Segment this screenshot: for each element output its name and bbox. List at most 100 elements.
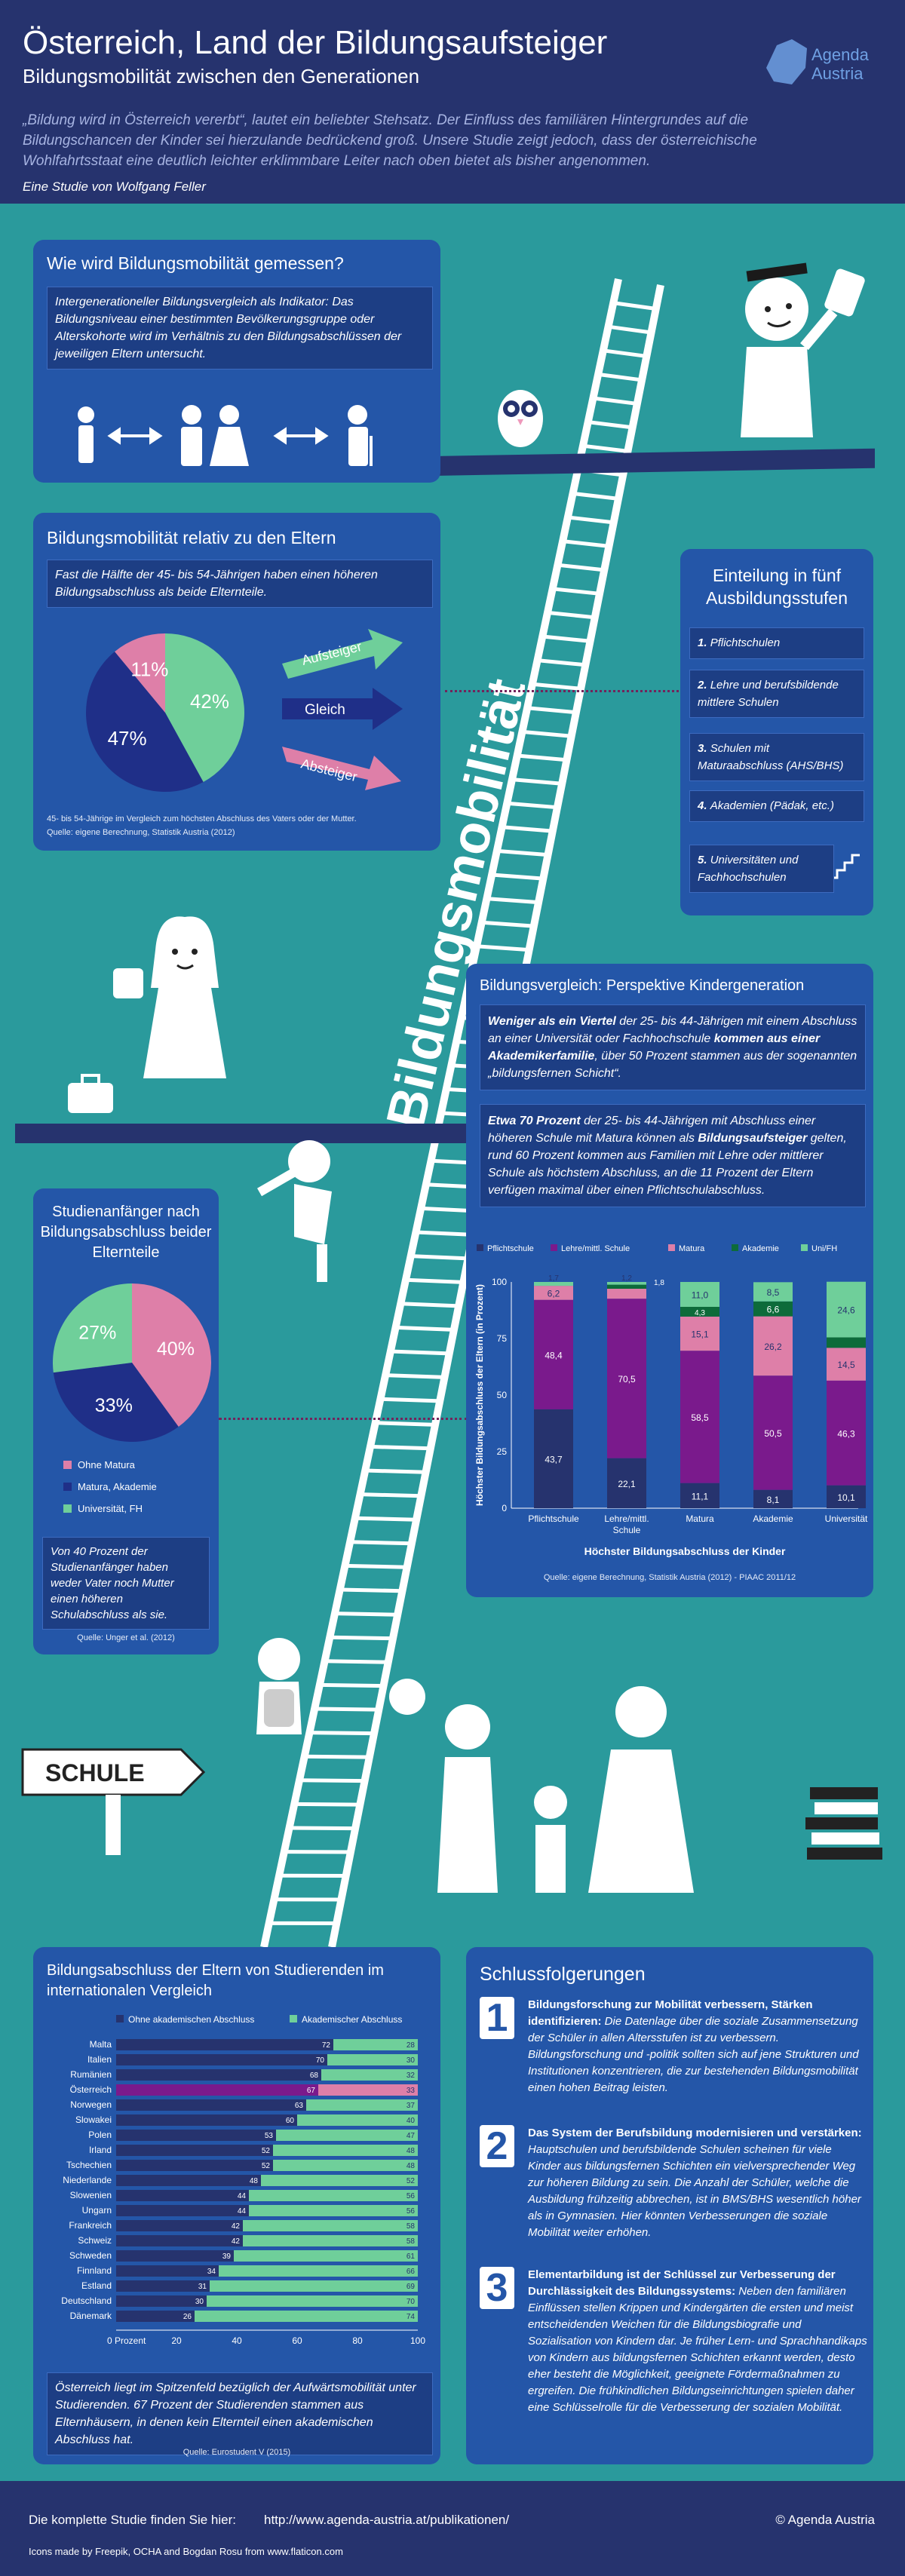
ladder-rung	[390, 1349, 449, 1356]
x-tick-label: 20	[171, 2335, 182, 2346]
bar-value-label: 44	[238, 2207, 247, 2216]
kinder-p2-b: gelten, rund 60 Prozent kommen aus Famil…	[488, 1132, 847, 1197]
conclusion-heading: Das System der Berufsbildung modernisier…	[528, 2127, 862, 2139]
agenda-austria-logo: Agenda Austria	[762, 23, 875, 98]
level-label: Akademien (Pädak, etc.)	[710, 799, 834, 812]
bar-segment-ohne	[116, 2175, 261, 2186]
conclusion-text: Neben den familiären Einflüssen stellen …	[528, 2285, 867, 2414]
bar-segment-ohne	[116, 2084, 318, 2096]
bar-value-label: 72	[322, 2041, 331, 2050]
bar-segment-ohne	[116, 2039, 333, 2050]
bar-segment	[607, 1299, 646, 1458]
ladder-rung	[603, 348, 647, 358]
footer-link[interactable]: http://www.agenda-austria.at/publikation…	[264, 2513, 510, 2527]
bar-segment-akademisch	[243, 2235, 418, 2246]
relative-text: Fast die Hälfte der 45- bis 54-Jährigen …	[47, 560, 433, 608]
footer-icon-credits: Icons made by Freepik, OCHA and Bogdan R…	[29, 2546, 343, 2557]
ladder-rung	[289, 1826, 356, 1831]
pie-slice-matura-akademie	[53, 1363, 179, 1442]
ladder-rung	[354, 1516, 417, 1522]
legend-label: Akademischer Abschluss	[302, 2014, 402, 2025]
page-subtitle: Bildungsmobilität zwischen den Generatio…	[23, 65, 420, 87]
bar-value-label: 24,6	[837, 1305, 855, 1316]
legend-swatch	[801, 1244, 808, 1251]
bar-value-label: 11,0	[692, 1290, 709, 1301]
bar-segment	[827, 1348, 866, 1381]
country-label: Rumänien	[70, 2069, 112, 2080]
legend-swatch	[551, 1244, 557, 1251]
ladder-rung	[612, 301, 657, 311]
intro-text: „Bildung wird in Österreich vererbt“, la…	[23, 112, 757, 169]
bar-segment-akademisch	[249, 2190, 418, 2201]
footer-study-label: Die komplette Studie finden Sie hier:	[29, 2513, 236, 2527]
ladder-rung	[299, 1778, 365, 1783]
bar-segment	[607, 1458, 646, 1508]
bar-value-label: 28	[406, 2041, 416, 2050]
x-tick-label: 60	[292, 2335, 302, 2346]
stairs-icon	[830, 854, 860, 879]
bar-value-label: 39	[222, 2252, 232, 2261]
bar-value-label: 44	[238, 2192, 247, 2200]
legend-label: Ohne Matura	[78, 1459, 135, 1470]
bar-value-label: 43,7	[545, 1454, 563, 1464]
bar-value-label: 52	[406, 2177, 416, 2185]
bar-value-label: 74	[406, 2313, 416, 2321]
legend-swatch	[63, 1483, 72, 1491]
bar-value-label: 48,4	[545, 1350, 563, 1360]
level-item-1: 1. Pflichtschulen	[689, 627, 864, 659]
bar-value-label: 14,5	[837, 1360, 855, 1370]
bar-segment-akademisch	[327, 2054, 418, 2065]
graduate-figure-icon	[741, 262, 865, 437]
y-tick-label: 50	[497, 1390, 508, 1400]
bar-segment-ohne	[116, 2220, 243, 2231]
x-tick-label: Lehre/mittl.	[604, 1513, 649, 1524]
ladder-rung	[309, 1731, 375, 1736]
bar-value-label: 40	[406, 2117, 416, 2125]
legend-label: Matura	[679, 1244, 705, 1253]
conclusion-number: 1	[480, 1997, 514, 2039]
measure-text: Intergenerationeller Bildungsvergleich a…	[47, 287, 433, 370]
y-tick-label: 25	[497, 1446, 508, 1457]
legend-label: Akademie	[742, 1244, 779, 1253]
legend-label: Matura, Akademie	[78, 1481, 157, 1492]
ladder-rung	[491, 872, 544, 881]
bar-value-label: 33	[406, 2087, 416, 2095]
bar-value-label: 56	[406, 2207, 416, 2216]
legend-swatch	[732, 1244, 738, 1251]
school-sign-icon: SCHULE	[21, 1748, 206, 1855]
y-tick-label: 100	[492, 1277, 507, 1287]
bar-value-label: 22,1	[618, 1479, 636, 1489]
country-label: Niederlande	[63, 2175, 112, 2185]
bar-segment-akademisch	[306, 2099, 418, 2111]
ladder-rung	[517, 753, 567, 762]
x-tick-label: Akademie	[753, 1513, 793, 1524]
bar-value-label: 63	[295, 2102, 304, 2110]
bar-value-label: 48	[250, 2177, 259, 2185]
bar-value-label: 52	[262, 2162, 271, 2170]
ladder-rung	[481, 920, 535, 928]
bar-segment-akademisch	[195, 2311, 418, 2322]
pie-slice-gleich	[85, 652, 204, 792]
pie-slice-ohne-matura	[132, 1283, 211, 1427]
studi-box: Studienanfänger nach Bildungsabschluss b…	[33, 1188, 219, 1654]
ladder-rung	[405, 1277, 464, 1284]
country-label: Frankreich	[69, 2220, 112, 2231]
legend-swatch	[116, 2015, 124, 2022]
levels-title: Einteilung in fünf Ausbildungsstufen	[706, 566, 848, 608]
bar-segment	[680, 1483, 719, 1508]
level-item-3: 3. Schulen mit Maturaabschluss (AHS/BHS)	[689, 733, 864, 781]
ladder-rung	[294, 1802, 360, 1807]
bar-segment	[680, 1307, 719, 1317]
ladder-rung	[522, 729, 572, 738]
bar-value-label: 1,2	[621, 1274, 632, 1283]
legend-swatch	[477, 1244, 483, 1251]
bar-segment-ohne	[116, 2250, 234, 2262]
ladder-rung	[400, 1302, 459, 1308]
bar-segment-akademisch	[273, 2145, 418, 2156]
bar-segment	[607, 1289, 646, 1299]
ladder-rung	[537, 658, 586, 667]
bar-segment-akademisch	[234, 2250, 418, 2262]
bar-segment-ohne	[116, 2069, 321, 2081]
bar-value-label: 15,1	[691, 1329, 709, 1340]
relative-note: 45- bis 54-Jährige im Vergleich zum höch…	[47, 814, 357, 823]
